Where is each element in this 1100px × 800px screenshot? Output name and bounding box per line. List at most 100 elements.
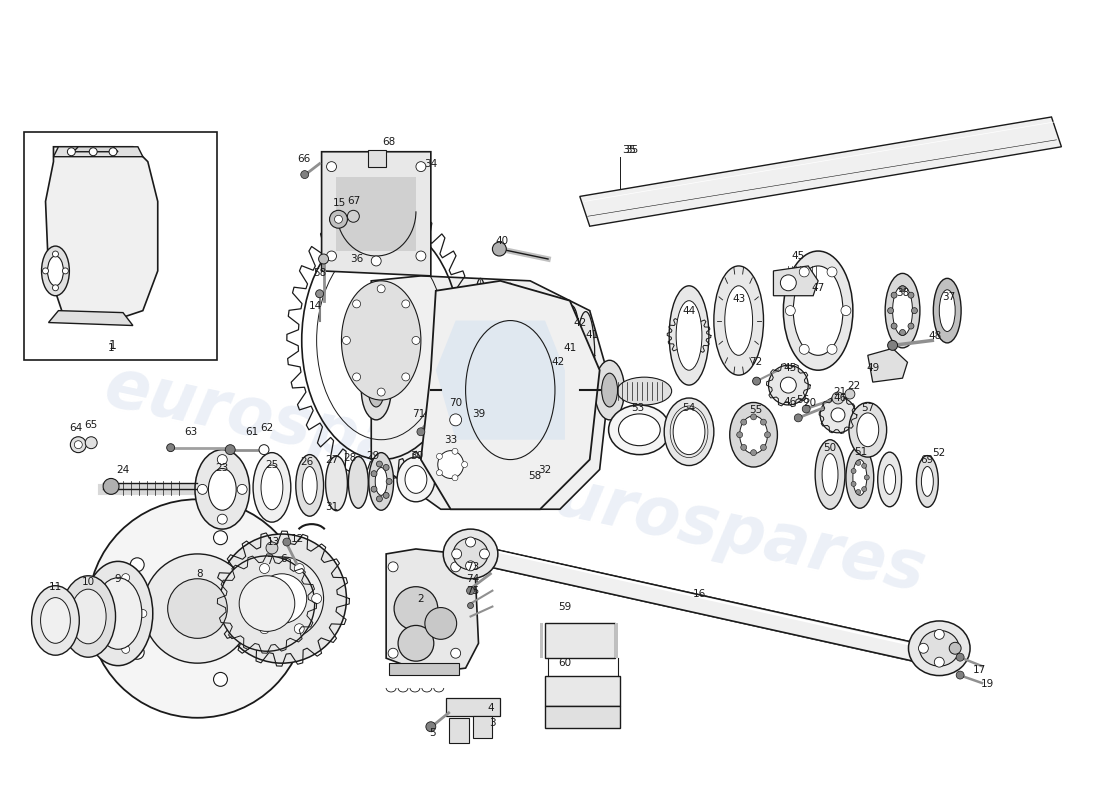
Text: 67: 67	[346, 196, 360, 206]
Ellipse shape	[302, 466, 317, 504]
Polygon shape	[421, 281, 600, 510]
Text: 26: 26	[300, 457, 313, 466]
Polygon shape	[471, 544, 923, 663]
Circle shape	[417, 428, 425, 436]
Text: 58: 58	[314, 268, 327, 278]
Text: 34: 34	[425, 158, 438, 169]
Circle shape	[750, 450, 757, 456]
Circle shape	[437, 470, 442, 476]
Text: 15: 15	[333, 198, 346, 208]
Text: 54: 54	[682, 403, 695, 413]
Polygon shape	[580, 117, 1062, 226]
Ellipse shape	[47, 256, 64, 286]
Circle shape	[468, 602, 473, 609]
Circle shape	[266, 542, 278, 554]
Circle shape	[167, 578, 228, 638]
Circle shape	[891, 323, 898, 329]
Text: 65: 65	[85, 420, 98, 430]
Circle shape	[821, 397, 856, 433]
Circle shape	[785, 306, 795, 315]
Ellipse shape	[920, 630, 959, 666]
Ellipse shape	[883, 465, 895, 494]
Circle shape	[452, 448, 458, 454]
Text: 74: 74	[466, 574, 480, 584]
Circle shape	[888, 341, 898, 350]
Circle shape	[452, 474, 458, 481]
Circle shape	[388, 562, 398, 572]
Ellipse shape	[602, 373, 617, 407]
Circle shape	[398, 626, 433, 661]
Ellipse shape	[375, 467, 387, 495]
Circle shape	[75, 441, 82, 449]
Polygon shape	[368, 150, 386, 166]
Circle shape	[934, 630, 944, 639]
Ellipse shape	[739, 416, 768, 454]
Circle shape	[451, 562, 461, 572]
Circle shape	[334, 215, 342, 223]
Text: 37: 37	[943, 292, 956, 302]
Text: 71: 71	[412, 409, 426, 419]
Circle shape	[327, 162, 337, 171]
Circle shape	[449, 330, 459, 340]
Circle shape	[794, 414, 802, 422]
Text: 11: 11	[48, 582, 62, 592]
Circle shape	[316, 290, 323, 298]
Text: 6: 6	[280, 554, 287, 564]
Circle shape	[402, 300, 409, 308]
Circle shape	[900, 330, 905, 335]
Text: 63: 63	[184, 426, 197, 437]
Text: eurospares: eurospares	[99, 354, 525, 506]
Text: 13: 13	[267, 537, 280, 547]
Circle shape	[130, 646, 144, 659]
Circle shape	[891, 292, 898, 298]
Circle shape	[800, 344, 810, 354]
Ellipse shape	[618, 414, 660, 446]
Ellipse shape	[857, 413, 879, 446]
Text: 38: 38	[895, 288, 910, 298]
Circle shape	[485, 462, 495, 473]
Bar	[446, 698, 501, 716]
Circle shape	[908, 323, 914, 329]
Circle shape	[451, 648, 461, 658]
Text: 3: 3	[490, 718, 496, 728]
Circle shape	[218, 514, 228, 524]
Text: 46: 46	[834, 393, 847, 403]
Ellipse shape	[939, 290, 955, 331]
Polygon shape	[54, 146, 143, 157]
Ellipse shape	[886, 274, 920, 348]
Circle shape	[450, 414, 462, 426]
Ellipse shape	[793, 266, 843, 355]
Text: 9: 9	[114, 574, 121, 584]
Text: 41: 41	[563, 343, 576, 354]
Text: 61: 61	[245, 426, 258, 437]
Text: 56: 56	[796, 395, 810, 405]
Text: 14: 14	[309, 301, 322, 310]
Circle shape	[311, 594, 321, 603]
Text: 16: 16	[692, 589, 705, 598]
Circle shape	[760, 419, 767, 425]
Text: 35: 35	[625, 145, 638, 154]
Circle shape	[956, 654, 964, 661]
Ellipse shape	[608, 405, 670, 454]
Circle shape	[67, 148, 75, 156]
Polygon shape	[386, 549, 478, 673]
Circle shape	[537, 385, 547, 395]
Ellipse shape	[892, 286, 913, 335]
Circle shape	[388, 648, 398, 658]
Circle shape	[383, 465, 389, 470]
Circle shape	[213, 673, 228, 686]
Ellipse shape	[368, 373, 384, 407]
Circle shape	[242, 594, 252, 603]
Ellipse shape	[849, 402, 887, 457]
Circle shape	[394, 586, 438, 630]
Circle shape	[465, 537, 475, 547]
Text: 59: 59	[559, 602, 572, 611]
Circle shape	[426, 722, 436, 732]
Ellipse shape	[341, 281, 421, 400]
Circle shape	[437, 454, 442, 459]
Circle shape	[371, 470, 377, 477]
Text: 32: 32	[538, 465, 552, 474]
Circle shape	[130, 558, 144, 572]
Circle shape	[752, 377, 760, 385]
Bar	[389, 663, 459, 675]
